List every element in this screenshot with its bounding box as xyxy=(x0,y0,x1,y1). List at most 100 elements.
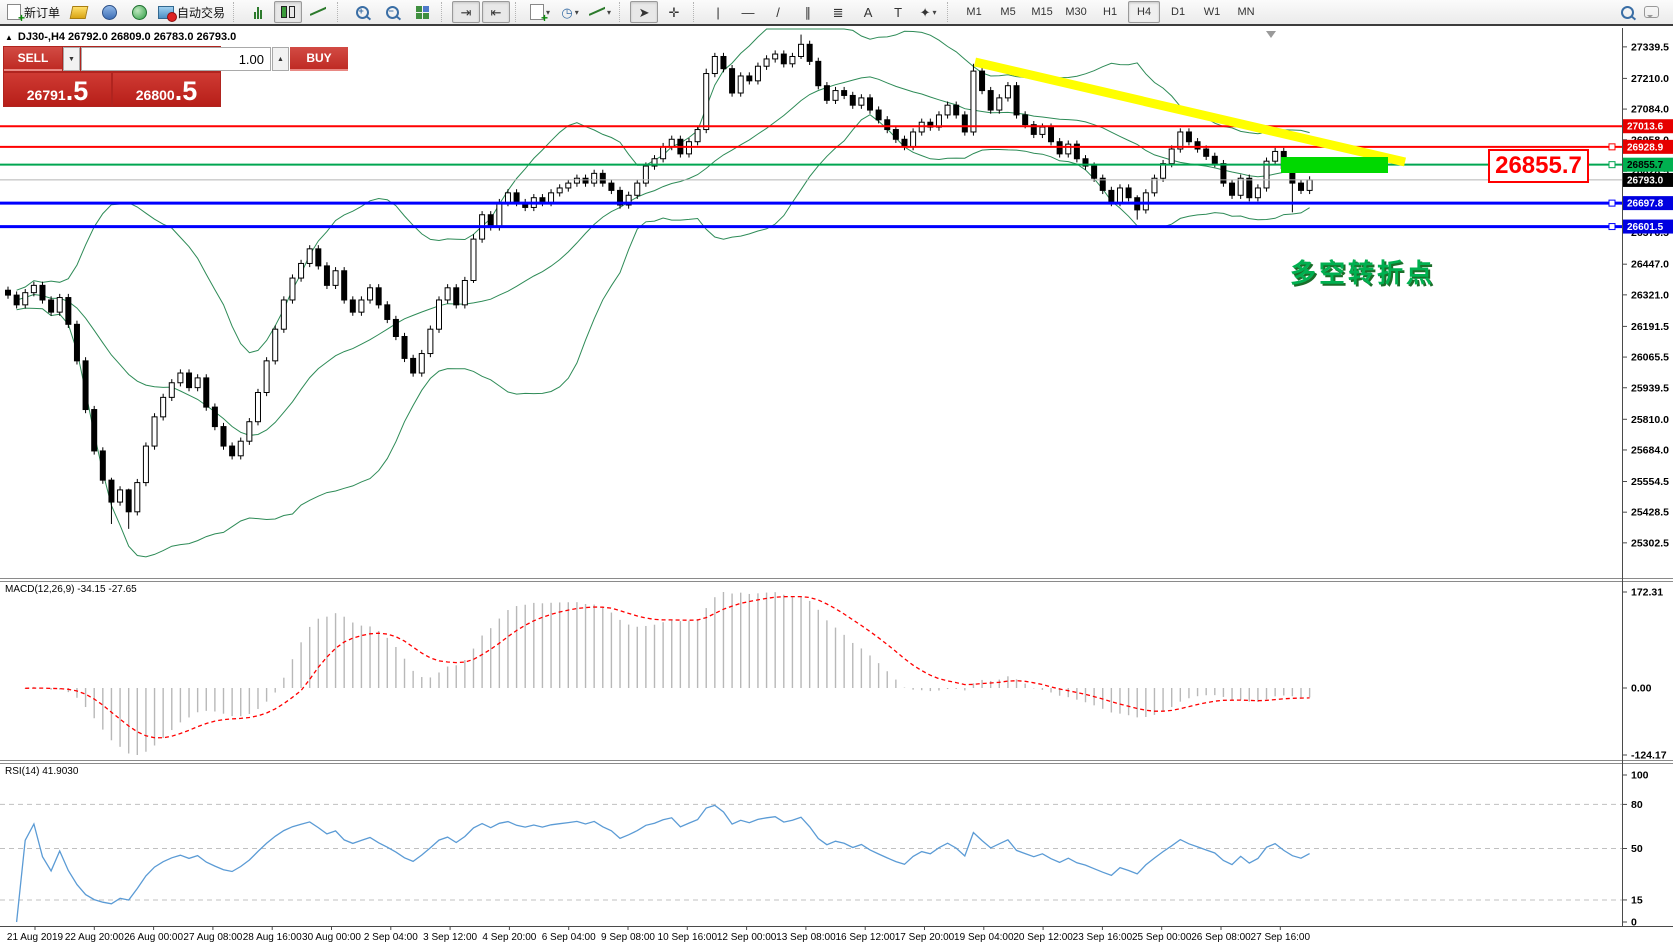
timeframe-D1[interactable]: D1 xyxy=(1171,6,1186,18)
buy-price-main: 26800 xyxy=(135,87,175,103)
book-icon xyxy=(69,5,89,19)
candle xyxy=(444,287,451,301)
yellow-trendline-object[interactable] xyxy=(973,57,1407,167)
line-selection-handle[interactable] xyxy=(1608,199,1616,207)
candle xyxy=(349,299,356,313)
symbol-title-text: DJ30-,H4 26792.0 26809.0 26783.0 26793.0 xyxy=(17,31,237,43)
candle xyxy=(970,70,977,133)
fibonacci-tool[interactable]: ≣ xyxy=(824,1,852,23)
timeframe-MN[interactable]: MN xyxy=(1237,6,1255,18)
zoom-in-button[interactable]: + xyxy=(348,1,376,23)
horizontal-line-tool[interactable]: — xyxy=(734,1,762,23)
crosshair-tool-button[interactable]: ✛ xyxy=(660,1,688,23)
time-axis[interactable]: 21 Aug 2019 22 Aug 20:00 26 Aug 00:00 27 Au… xyxy=(7,926,1311,943)
price-badge xyxy=(1623,157,1673,172)
sell-button[interactable]: SELL xyxy=(4,47,62,71)
tile-windows-button[interactable] xyxy=(408,1,436,23)
channel-tool[interactable]: ∥ xyxy=(794,1,822,23)
candle xyxy=(1229,182,1236,196)
line-chart-button[interactable] xyxy=(304,1,332,23)
svg-text:0.00: 0.00 xyxy=(1631,683,1652,695)
volume-input[interactable] xyxy=(81,47,271,71)
timeframe-M15[interactable]: M15 xyxy=(1031,6,1053,18)
candle xyxy=(332,270,339,286)
svg-text:27 Aug 08:00: 27 Aug 08:00 xyxy=(183,932,242,943)
candle xyxy=(56,297,63,313)
autotrading-button[interactable]: 自动交易 xyxy=(155,1,228,23)
candle xyxy=(1004,85,1011,99)
indicators-button[interactable]: + ▾ xyxy=(526,1,554,24)
candle xyxy=(125,489,132,513)
price-callout-box[interactable]: 26855.7 xyxy=(1488,149,1589,183)
template-icon xyxy=(589,6,605,18)
buy-button[interactable]: BUY xyxy=(290,47,348,71)
label-tool[interactable]: T xyxy=(884,1,912,23)
timeframe-M5[interactable]: M5 xyxy=(1000,6,1016,18)
candlestick-chart-button[interactable] xyxy=(274,1,303,23)
price-badge xyxy=(1623,172,1673,187)
candle xyxy=(134,482,141,513)
cursor-tool-button[interactable]: ➤ xyxy=(630,1,659,23)
volume-decrease-button[interactable]: ▼ xyxy=(63,47,80,71)
candle xyxy=(849,94,856,106)
line-selection-handle[interactable] xyxy=(1608,223,1616,231)
crosshair-icon: ✛ xyxy=(668,4,680,20)
timeframe-H4[interactable]: H4 xyxy=(1128,1,1161,23)
community-chat-icon[interactable] xyxy=(1644,6,1659,18)
trendline-tool[interactable]: / xyxy=(764,1,792,23)
price-axis[interactable]: 27339.527210.027084.026958.026828.526702… xyxy=(0,28,1673,929)
text-tool[interactable]: A xyxy=(854,1,882,23)
green-highlight-rect-object[interactable] xyxy=(1281,157,1388,173)
periods-button[interactable]: ◷ ▾ xyxy=(561,4,579,20)
candle xyxy=(237,440,244,457)
timeframe-W1[interactable]: W1 xyxy=(1203,6,1221,18)
collapse-panel-icon[interactable]: ▲ xyxy=(5,33,13,42)
candle xyxy=(642,165,649,184)
timeframe-H1[interactable]: H1 xyxy=(1103,6,1118,18)
volume-increase-button[interactable]: ▲ xyxy=(272,47,289,71)
buy-price-button[interactable]: 26800.5 xyxy=(113,73,220,106)
toolbar-separator xyxy=(441,2,447,22)
candle xyxy=(504,192,511,204)
candle xyxy=(996,97,1003,111)
shapes-tool[interactable]: ✦ ▾ xyxy=(919,4,937,20)
candle xyxy=(1108,189,1115,204)
turning-point-annotation[interactable]: 多空转折点 xyxy=(1290,258,1436,288)
svg-text:26928.9: 26928.9 xyxy=(1627,142,1664,153)
new-order-button[interactable]: + 新订单 xyxy=(4,1,63,24)
sell-price-button[interactable]: 26791.5 xyxy=(4,73,111,106)
clock-icon: ◷ xyxy=(561,4,573,20)
candle xyxy=(1099,177,1106,191)
trendline-icon: / xyxy=(776,4,780,20)
timeframe-M1[interactable]: M1 xyxy=(966,6,982,18)
candle xyxy=(289,277,296,301)
chart-shift-marker[interactable] xyxy=(1266,31,1276,38)
candle xyxy=(720,55,727,70)
community-profile-button[interactable] xyxy=(95,1,123,23)
zoom-out-button[interactable]: − xyxy=(378,1,406,23)
svg-text:28 Aug 16:00: 28 Aug 16:00 xyxy=(243,932,302,943)
candle xyxy=(901,138,908,148)
market-watch-button[interactable] xyxy=(65,1,93,23)
toolbar-separator xyxy=(619,2,625,22)
news-button[interactable] xyxy=(125,1,153,23)
bar-chart-button[interactable] xyxy=(244,1,272,23)
templates-button[interactable]: ▾ xyxy=(586,1,614,23)
line-selection-handle[interactable] xyxy=(1608,161,1616,169)
svg-text:25684.0: 25684.0 xyxy=(1631,444,1669,456)
chart-shift-button[interactable]: ⇤ xyxy=(482,1,511,23)
search-icon[interactable] xyxy=(1621,5,1634,19)
timeframe-M30[interactable]: M30 xyxy=(1065,6,1087,18)
auto-scroll-icon: ⇥ xyxy=(460,4,472,20)
vertical-line-tool[interactable]: | xyxy=(704,1,732,23)
candle xyxy=(944,104,951,116)
candle xyxy=(194,377,201,389)
auto-scroll-button[interactable]: ⇥ xyxy=(452,1,481,23)
candle xyxy=(884,119,891,131)
svg-text:100: 100 xyxy=(1631,770,1649,782)
svg-text:22 Aug 20:00: 22 Aug 20:00 xyxy=(65,932,124,943)
candle xyxy=(1246,177,1253,199)
svg-text:26447.0: 26447.0 xyxy=(1631,259,1669,271)
line-selection-handle[interactable] xyxy=(1608,143,1616,151)
